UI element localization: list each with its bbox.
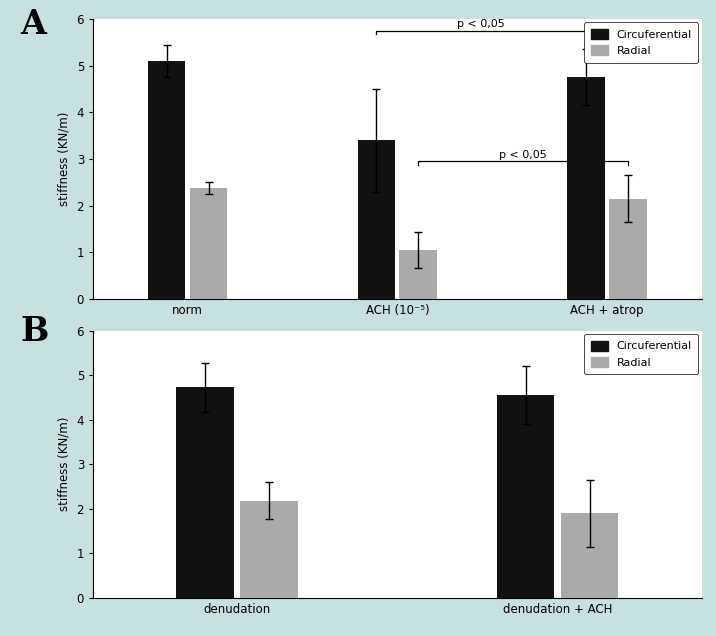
Bar <box>241 501 298 598</box>
Bar <box>609 198 647 299</box>
Text: p < 0,05: p < 0,05 <box>458 19 505 29</box>
Bar <box>147 61 185 299</box>
Y-axis label: stiffness (KN/m): stiffness (KN/m) <box>58 112 71 206</box>
Text: B: B <box>20 315 49 348</box>
Y-axis label: stiffness (KN/m): stiffness (KN/m) <box>58 417 71 511</box>
Legend: Circuferential, Radial: Circuferential, Radial <box>584 334 698 375</box>
Text: p < 0,05: p < 0,05 <box>500 150 547 160</box>
Bar <box>497 396 554 598</box>
Bar <box>561 513 619 598</box>
Bar <box>357 141 395 299</box>
Bar <box>400 250 437 299</box>
Bar <box>567 78 605 299</box>
Bar <box>176 387 234 598</box>
Legend: Circuferential, Radial: Circuferential, Radial <box>584 22 698 63</box>
Text: A: A <box>20 8 46 41</box>
Bar <box>190 188 228 299</box>
